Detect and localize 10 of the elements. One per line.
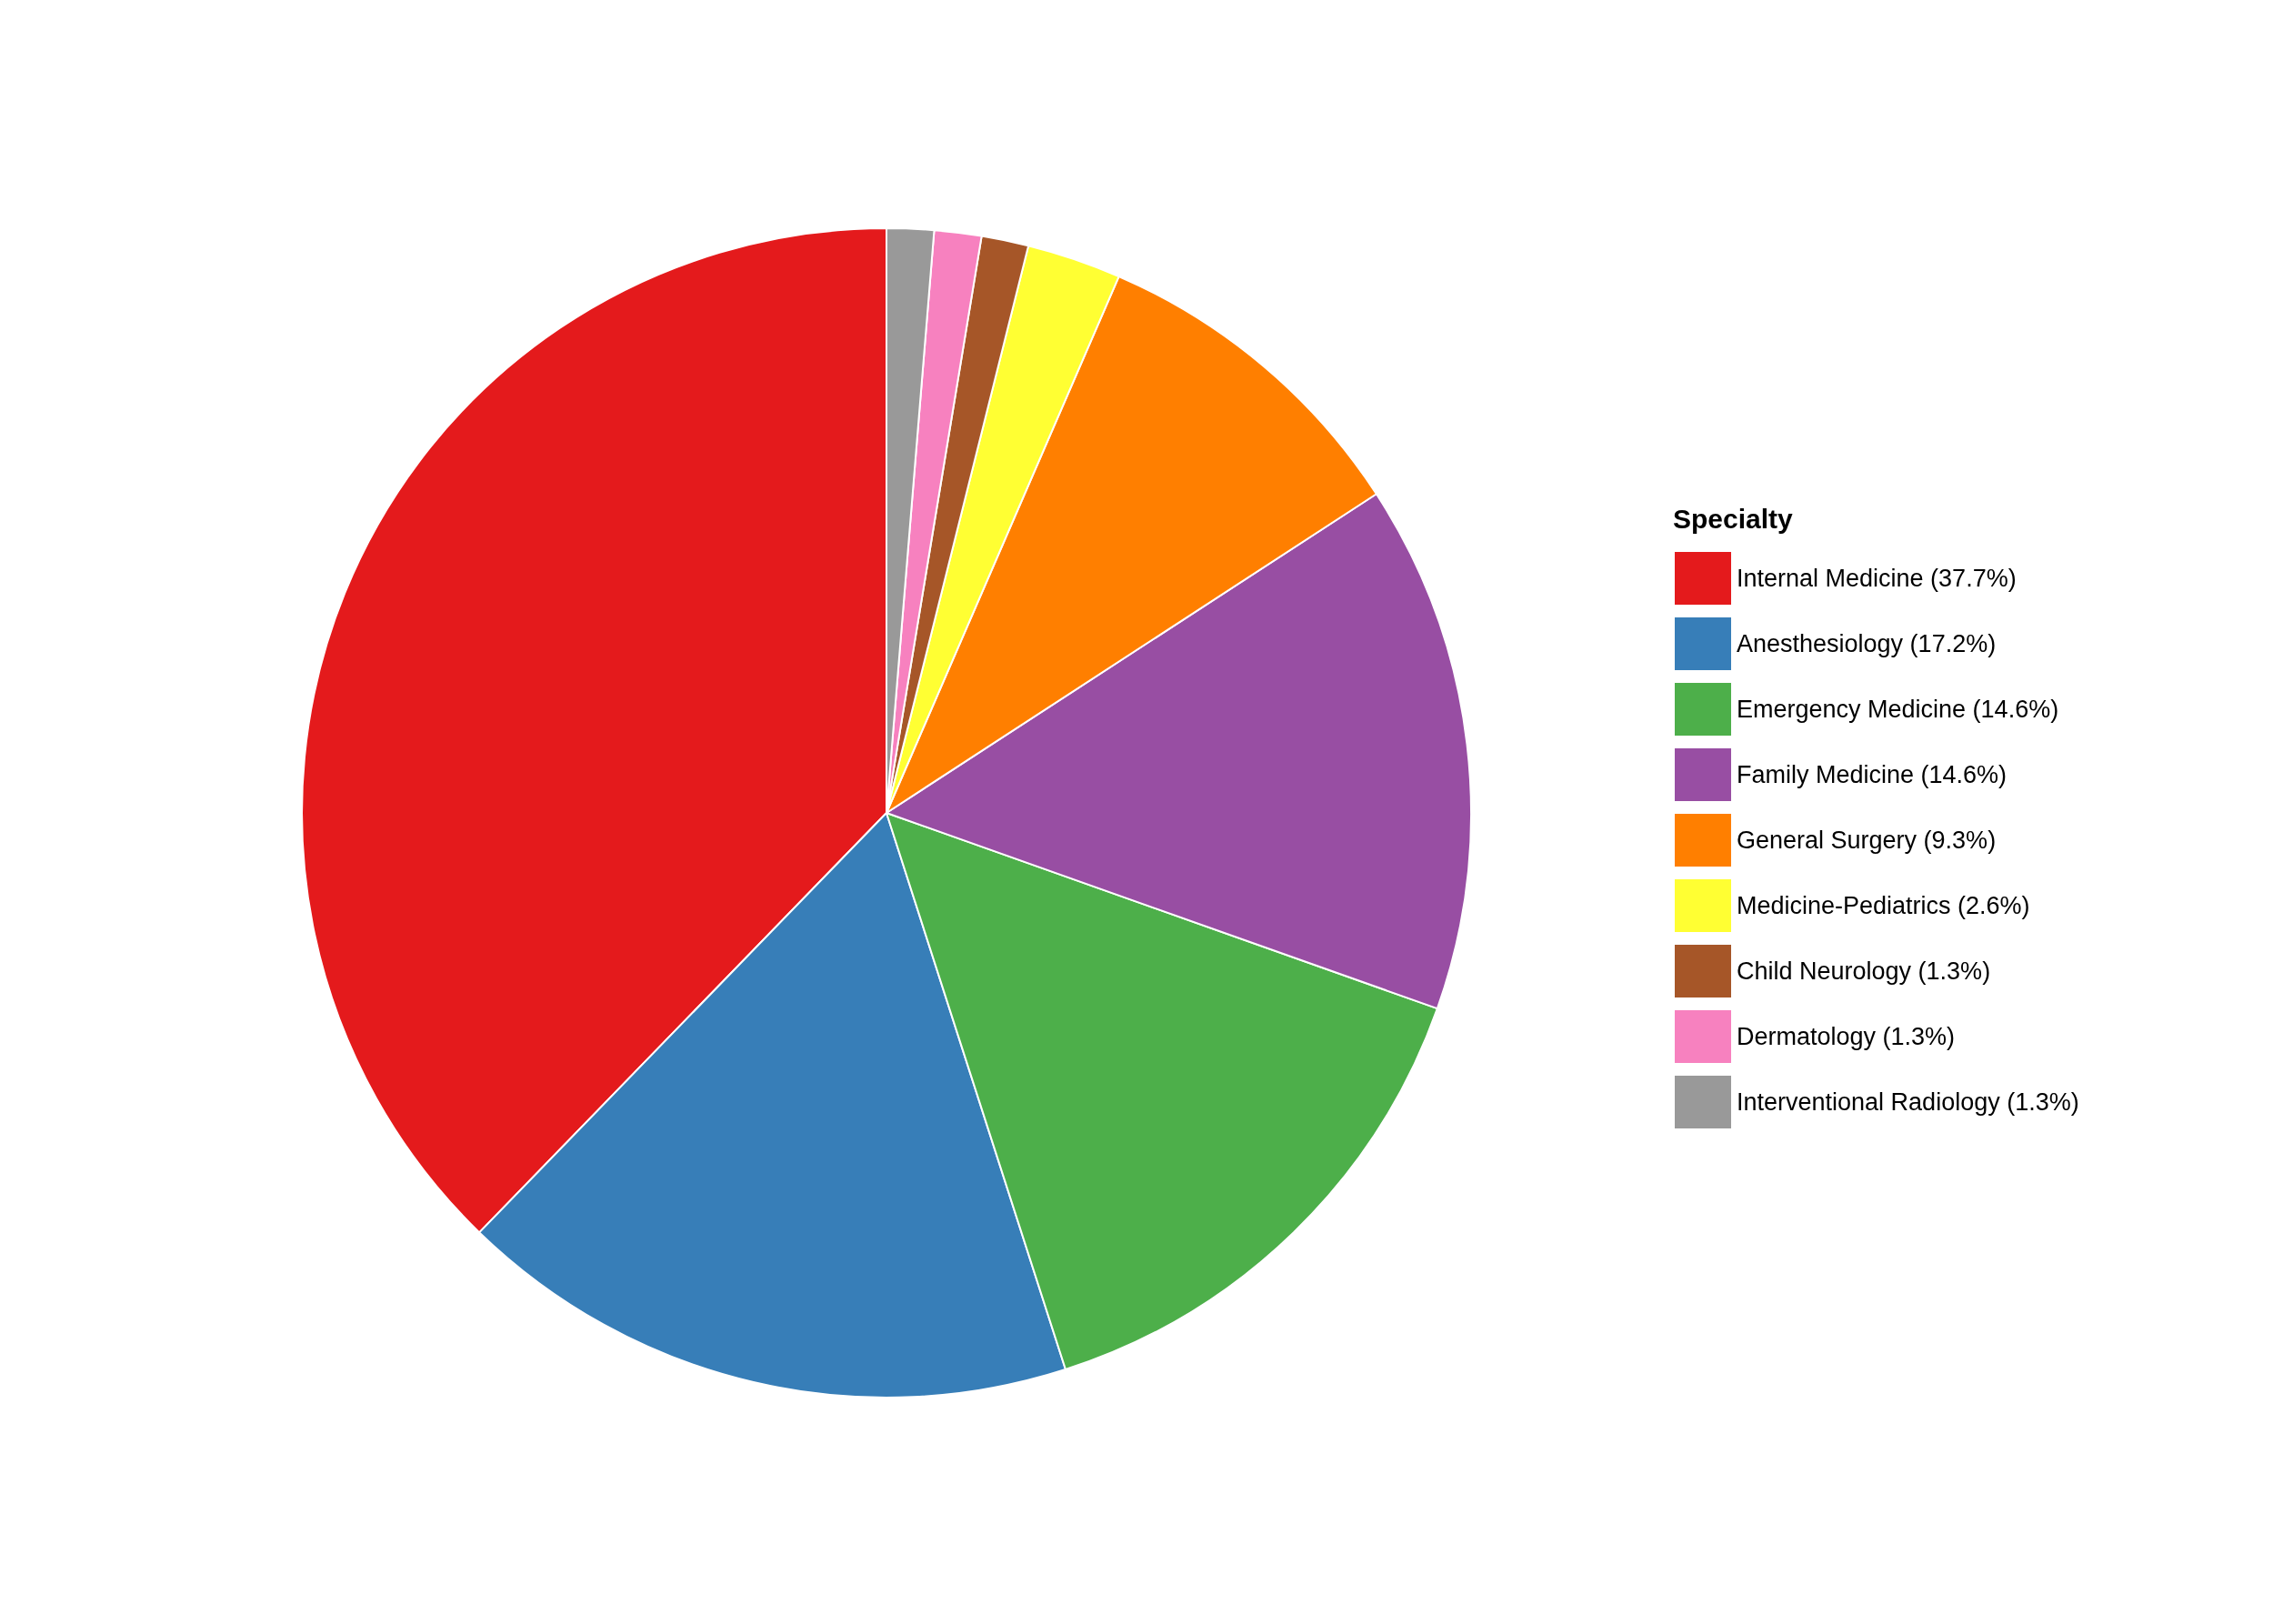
legend-title: Specialty	[1673, 503, 1794, 534]
legend-label: Medicine-Pediatrics (2.6%)	[1737, 892, 2030, 919]
legend-label: Emergency Medicine (14.6%)	[1737, 696, 2059, 723]
legend-label: Anesthesiology (17.2%)	[1737, 630, 1997, 657]
legend-label: Child Neurology (1.3%)	[1737, 957, 1991, 985]
legend-label: General Surgery (9.3%)	[1737, 827, 1997, 854]
legend-label: Internal Medicine (37.7%)	[1737, 565, 2017, 592]
legend-label: Interventional Radiology (1.3%)	[1737, 1088, 2079, 1116]
legend-label: Dermatology (1.3%)	[1737, 1023, 1956, 1050]
legend-label: Family Medicine (14.6%)	[1737, 761, 2008, 788]
